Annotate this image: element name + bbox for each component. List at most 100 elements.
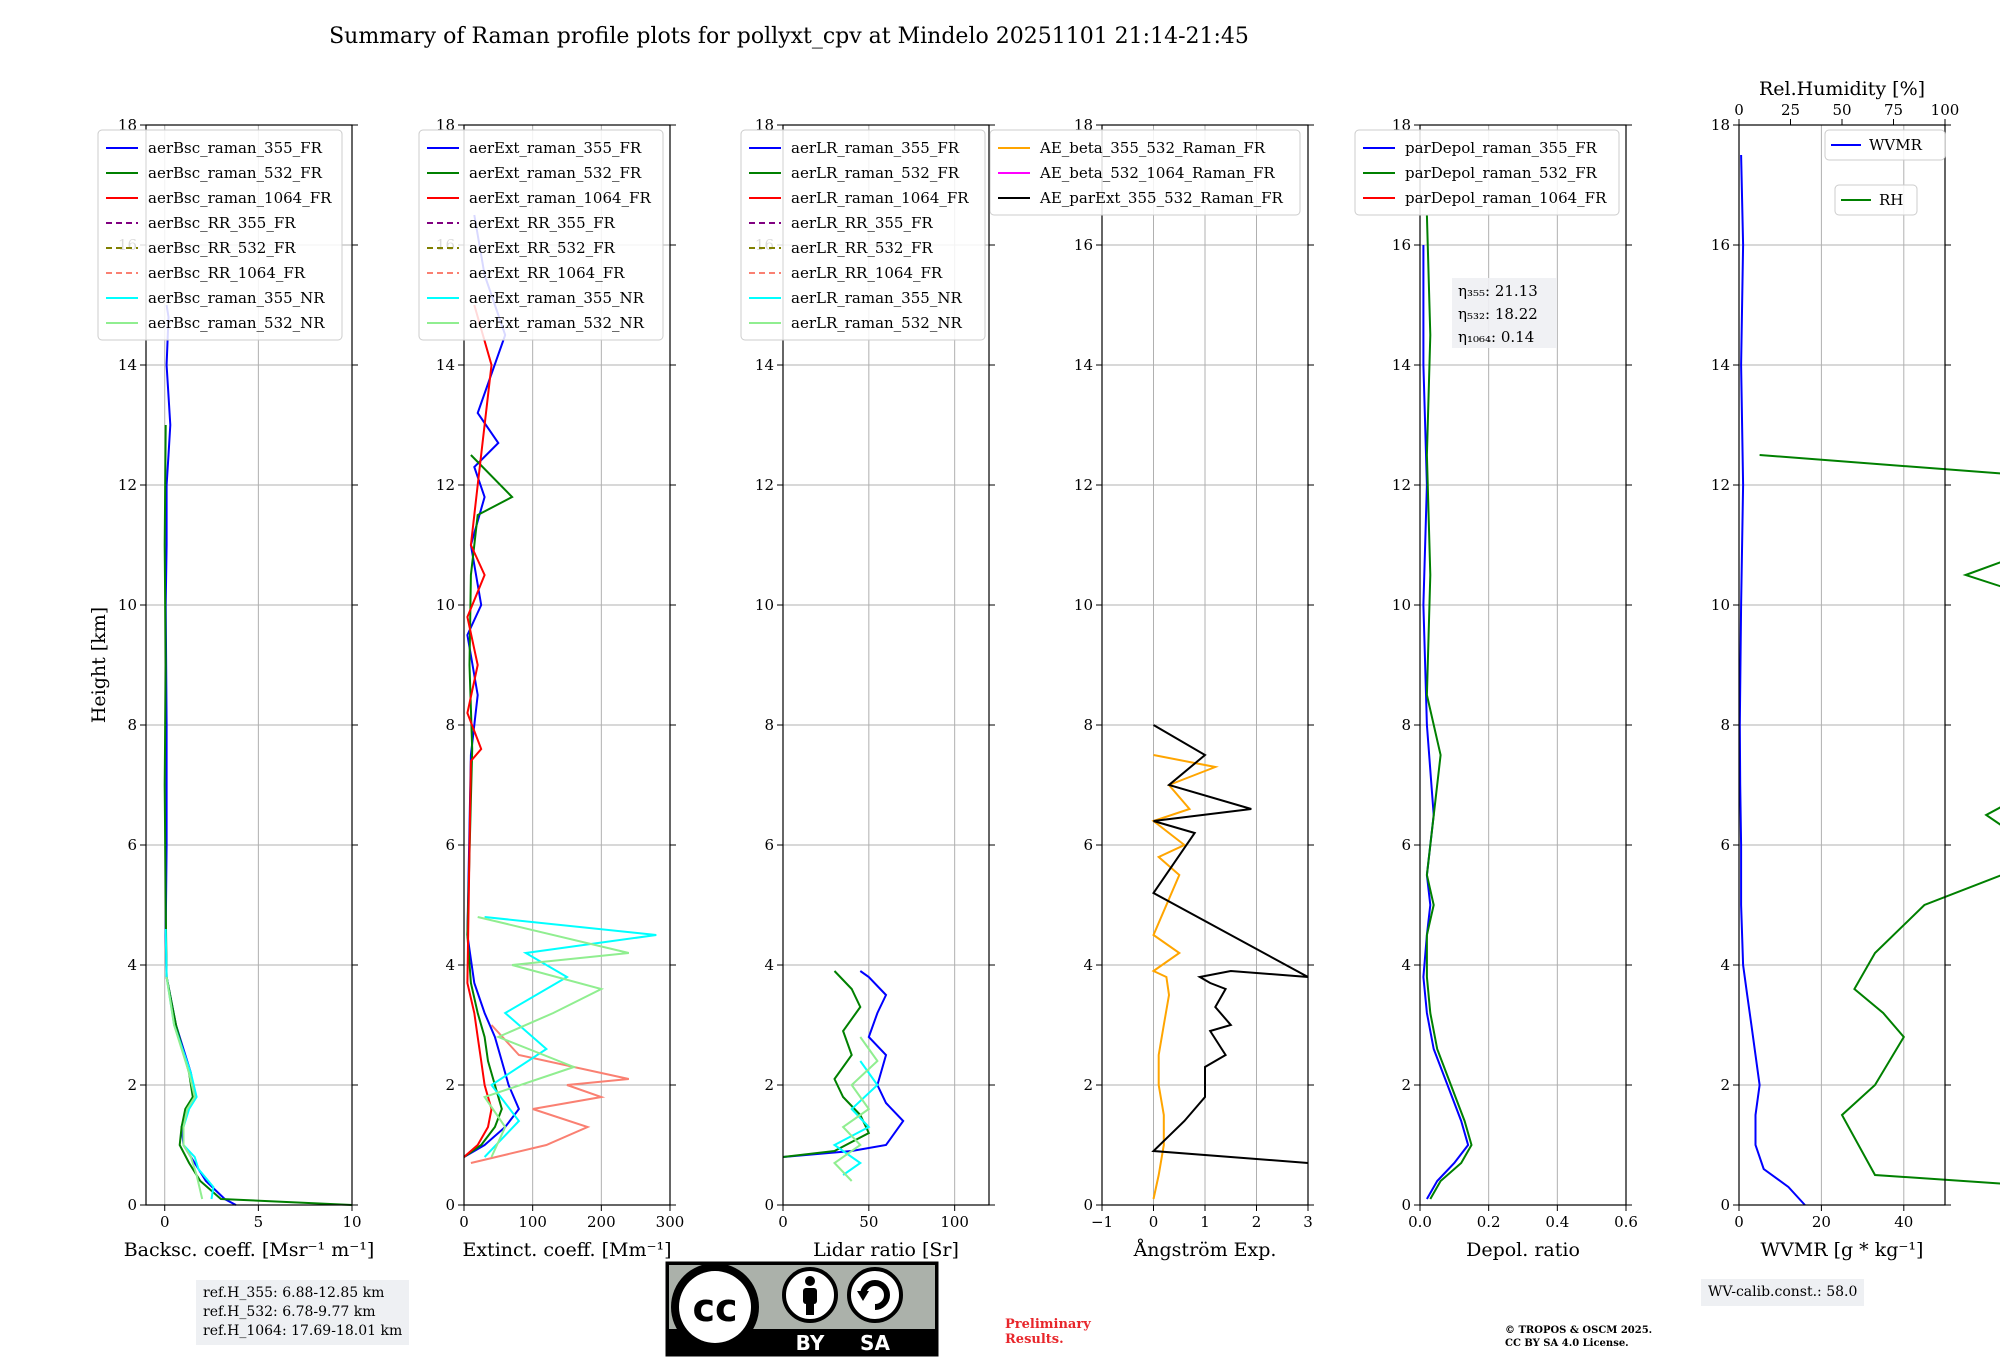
y-tick-label: 8 (1401, 716, 1411, 734)
y-tick-label: 2 (764, 1076, 774, 1094)
series-aerExt_raman_355_FR (463, 214, 521, 1158)
x-tick-label: 3 (1303, 1213, 1313, 1231)
y-tick-label: 16 (1711, 236, 1730, 254)
legend-label: aerLR_RR_355_FR (791, 214, 933, 232)
x-axis-label: WVMR [g * kg⁻¹] (1761, 1239, 1924, 1261)
top-x-tick-label: 50 (1832, 101, 1851, 119)
x-axis-label: Depol. ratio (1466, 1239, 1580, 1261)
y-tick-label: 4 (445, 956, 455, 974)
y-tick-label: 4 (1401, 956, 1411, 974)
y-tick-label: 10 (1392, 596, 1411, 614)
x-axis-label: Lidar ratio [Sr] (813, 1239, 959, 1261)
y-tick-label: 10 (118, 596, 137, 614)
legend-box (97, 129, 343, 341)
y-tick-label: 8 (1083, 716, 1093, 734)
y-tick-label: 16 (1074, 236, 1093, 254)
x-axis-label: Extinct. coeff. [Mm⁻¹] (462, 1239, 671, 1261)
y-tick-label: 12 (1392, 476, 1411, 494)
x-tick-label: 200 (587, 1213, 616, 1231)
preliminary-line-2: Results. (1005, 1332, 1064, 1347)
eta-label: η₁₀₆₄: 0.14 (1458, 328, 1534, 346)
series-aerExt_raman_355_NR (483, 916, 657, 1158)
legend-label: aerExt_RR_532_FR (469, 239, 616, 257)
legend-label: aerExt_RR_355_FR (469, 214, 616, 232)
y-tick-label: 14 (118, 356, 137, 374)
series-aerLR_raman_532_NR (832, 1036, 879, 1182)
series-aerLR_raman_355_FR (782, 970, 905, 1158)
y-tick-label: 6 (127, 836, 137, 854)
y-tick-label: 10 (1074, 596, 1093, 614)
by-label: BY (796, 1331, 825, 1355)
series-WVMR (1738, 154, 1806, 1206)
legend-label: aerBsc_raman_532_FR (148, 164, 323, 182)
wv-calib-text: WV-calib.const.: 58.0 (1708, 1284, 1858, 1300)
legend: AE_beta_355_532_Raman_FR AE_beta_532_1064… (989, 129, 1301, 216)
series-parDepol_raman_532_FR (1425, 214, 1473, 1200)
axes-frame (1419, 124, 1627, 1206)
y-tick-label: 10 (1711, 596, 1730, 614)
y-axis-label: Height [km] (88, 607, 110, 723)
x-tick-label: 10 (342, 1213, 361, 1231)
legend-label: parDepol_raman_355_FR (1405, 139, 1598, 157)
series-AE_beta_355_532_Raman_FR (1151, 754, 1219, 1200)
y-tick-label: 12 (118, 476, 137, 494)
y-tick-label: 2 (1401, 1076, 1411, 1094)
y-tick-label: 2 (445, 1076, 455, 1094)
legend-label: aerLR_raman_532_FR (791, 164, 960, 182)
legend-label: parDepol_raman_1064_FR (1405, 189, 1607, 207)
cc-by-sa-logo: cc BY SA (665, 1261, 939, 1357)
svg-text:cc: cc (692, 1286, 737, 1330)
y-tick-label: 4 (127, 956, 137, 974)
legend-label: aerLR_RR_532_FR (791, 239, 933, 257)
reference-height-box: ref.H_355: 6.88-12.85 km ref.H_532: 6.78… (196, 1280, 410, 1345)
legend: aerBsc_raman_355_FR aerBsc_raman_532_FRae… (97, 129, 343, 341)
x-axis-label: Ångström Exp. (1133, 1239, 1277, 1261)
top-x-axis-label: Rel.Humidity [%] (1759, 78, 1925, 100)
x-tick-label: 300 (656, 1213, 685, 1231)
y-tick-label: 2 (127, 1076, 137, 1094)
legend: aerExt_raman_355_FR aerExt_raman_532_FRae… (418, 129, 664, 341)
axes-frame (463, 124, 671, 1206)
y-tick-label: 12 (1074, 476, 1093, 494)
x-tick-label: 20 (1812, 1213, 1831, 1231)
y-tick-label: 4 (1083, 956, 1093, 974)
y-tick-label: 10 (755, 596, 774, 614)
y-tick-label: 0 (445, 1196, 455, 1214)
y-tick-label: 6 (764, 836, 774, 854)
legend-label: aerBsc_raman_532_NR (148, 314, 325, 332)
copyright-line-1: © TROPOS & OSCM 2025. (1505, 1325, 1653, 1336)
legend-box (1824, 129, 1946, 161)
ref-height-532: ref.H_532: 6.78-9.77 km (203, 1304, 376, 1320)
axes-frame (782, 124, 990, 1206)
legend: aerLR_raman_355_FR aerLR_raman_532_FR aerL… (740, 129, 986, 341)
y-tick-label: 6 (1083, 836, 1093, 854)
y-tick-label: 4 (1720, 956, 1730, 974)
top-x-tick-label: 0 (1734, 101, 1744, 119)
preliminary-line-1: Preliminary (1005, 1317, 1091, 1332)
x-tick-label: 0 (160, 1213, 170, 1231)
legend-label: AE_beta_532_1064_Raman_FR (1039, 164, 1275, 182)
legend-label: aerLR_raman_355_FR (791, 139, 960, 157)
y-tick-label: 6 (445, 836, 455, 854)
legend-label: WVMR (1869, 136, 1923, 154)
axes-frame (1738, 124, 1946, 1206)
legend-label: aerExt_raman_355_FR (469, 139, 642, 157)
x-tick-label: 100 (518, 1213, 547, 1231)
y-tick-label: 14 (755, 356, 774, 374)
series-RH (1759, 454, 2000, 1185)
legend-label: aerExt_raman_532_NR (469, 314, 645, 332)
y-tick-label: 8 (764, 716, 774, 734)
x-tick-label: 0 (778, 1213, 788, 1231)
legend-label: parDepol_raman_532_FR (1405, 164, 1598, 182)
series-aerBsc_raman_355_NR (164, 928, 215, 1200)
legend-label: RH (1879, 191, 1903, 209)
legend-label: aerBsc_RR_355_FR (148, 214, 296, 232)
legend-label: aerBsc_RR_532_FR (148, 239, 296, 257)
x-tick-label: 0.2 (1477, 1213, 1501, 1231)
x-tick-label: 0 (1149, 1213, 1159, 1231)
x-tick-label: 50 (859, 1213, 878, 1231)
x-tick-label: 100 (940, 1213, 969, 1231)
